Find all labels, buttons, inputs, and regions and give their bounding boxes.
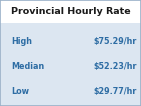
Text: Median: Median — [11, 62, 45, 71]
Text: $52.23/hr: $52.23/hr — [93, 62, 137, 71]
Text: High: High — [11, 37, 32, 46]
FancyBboxPatch shape — [0, 23, 141, 106]
Text: $29.77/hr: $29.77/hr — [93, 87, 137, 96]
Text: Low: Low — [11, 87, 29, 96]
Text: Provincial Hourly Rate: Provincial Hourly Rate — [11, 7, 130, 16]
Text: $75.29/hr: $75.29/hr — [93, 37, 137, 46]
FancyBboxPatch shape — [0, 0, 141, 23]
